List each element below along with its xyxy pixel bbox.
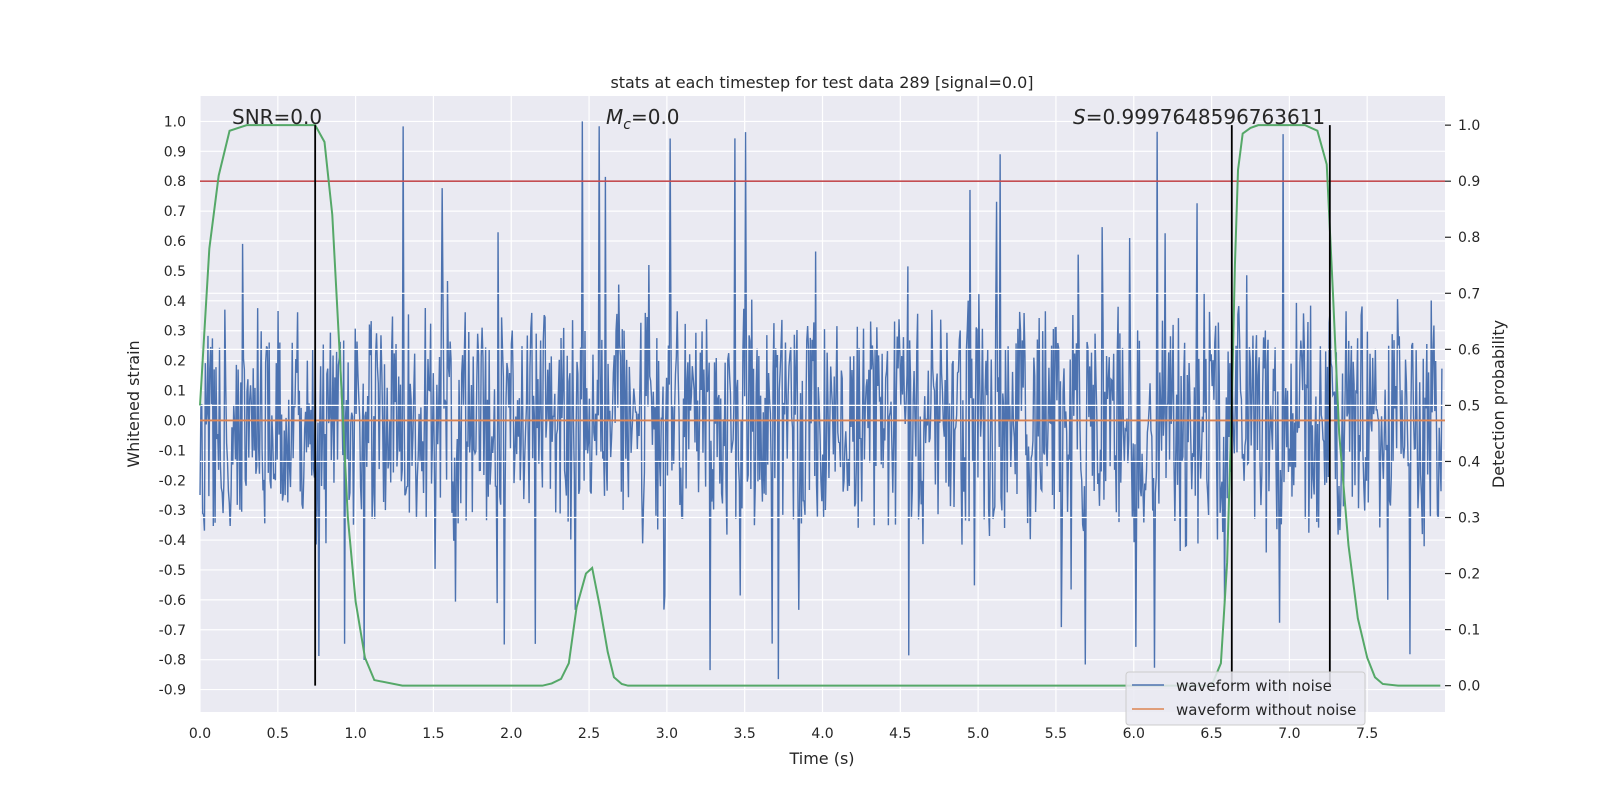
y2-tick-label: 0.0 [1458,679,1480,695]
y2-tick-label: 0.1 [1458,623,1480,639]
x-tick-label: 2.0 [500,726,522,742]
chart-title: stats at each timestep for test data 289… [610,73,1033,92]
x-tick-label: 5.5 [1045,726,1067,742]
y-tick-label: 0.6 [164,234,186,250]
legend-label-noise: waveform with noise [1176,677,1332,695]
x-axis-ticks: 0.0 0.5 1.0 1.5 2.0 2.5 3.0 3.5 4.0 4.5 5.0 5.5 6.0 6… [189,726,1378,742]
x-tick-label: 4.0 [811,726,833,742]
y2-tick-label: 0.5 [1458,398,1480,414]
x-tick-label: 5.0 [967,726,989,742]
y2-tick-label: 0.7 [1458,286,1480,302]
legend: waveform with noise waveform without noi… [1125,671,1366,726]
y-tick-label: -0.1 [159,443,186,459]
y-tick-label: -0.8 [159,653,186,669]
y-tick-label: 0.0 [164,413,186,429]
mc-value: =0.0 [631,105,680,129]
x-tick-label: 0.0 [189,726,211,742]
y2-tick-label: 0.9 [1458,174,1480,190]
y-tick-label: -0.7 [159,623,186,639]
vertical-markers [314,125,1331,686]
y-tick-label: 0.8 [164,174,186,190]
y-tick-label: -0.3 [159,503,186,519]
y2-tick-label: 0.2 [1458,567,1480,583]
mc-subscript: c [623,117,631,133]
series-waveform-with-noise [199,121,1445,680]
x-tick-label: 6.0 [1123,726,1145,742]
snr-annotation: SNR=0.0 [232,105,322,129]
y2-tick-label: 0.4 [1458,454,1480,470]
y-tick-label: 1.0 [164,114,186,130]
x-axis-label: Time (s) [788,749,854,768]
y-tick-label: 0.3 [164,324,186,340]
y-tick-label: 0.7 [164,204,186,220]
y-tick-label: -0.4 [159,533,186,549]
x-tick-label: 6.5 [1200,726,1222,742]
x-tick-label: 1.0 [344,726,366,742]
legend-box [1125,671,1366,726]
y2-tick-label: 0.6 [1458,342,1480,358]
mc-annotation: Mc=0.0 [606,105,680,133]
y2-axis-label: Detection probability [1489,320,1508,488]
noise-waveform-line [199,121,1443,680]
y2-tick-label: 0.3 [1458,511,1480,527]
y-tick-label: -0.5 [159,563,186,579]
y2-tick-label: 0.8 [1458,230,1480,246]
s-value: =0.9997648596763611 [1086,105,1325,129]
x-tick-label: 1.5 [422,726,444,742]
x-tick-label: 7.0 [1278,726,1300,742]
y2-tick-label: 1.0 [1458,118,1480,134]
y2-axis-ticks: 1.0 0.9 0.8 0.7 0.6 0.5 0.4 0.3 0.2 0.1 0.0 [1445,118,1480,695]
legend-label-clean: waveform without noise [1176,701,1356,719]
x-tick-label: 0.5 [267,726,289,742]
y-axis-label: Whitened strain [124,340,143,467]
y-tick-label: -0.9 [159,683,186,699]
y-tick-label: 0.4 [164,294,186,310]
x-tick-label: 7.5 [1356,726,1378,742]
x-tick-label: 4.5 [889,726,911,742]
y-tick-label: 0.5 [164,264,186,280]
y-tick-label: 0.1 [164,384,186,400]
x-tick-label: 3.0 [656,726,678,742]
s-annotation: S=0.9997648596763611 [1073,105,1325,129]
y-tick-label: -0.6 [159,593,186,609]
series-detection-probability [199,124,1445,687]
x-tick-label: 3.5 [734,726,756,742]
y-tick-label: 0.9 [164,144,186,160]
y-tick-label: -0.2 [159,473,186,489]
mc-symbol: M [606,105,623,129]
probability-line [199,124,1441,687]
y-axis-ticks: 1.0 0.9 0.8 0.7 0.6 0.5 0.4 0.3 0.2 0.1 0.0 -0.1 -0.… [159,114,186,698]
x-tick-label: 2.5 [578,726,600,742]
y-tick-label: 0.2 [164,354,186,370]
s-symbol: S [1073,105,1086,129]
